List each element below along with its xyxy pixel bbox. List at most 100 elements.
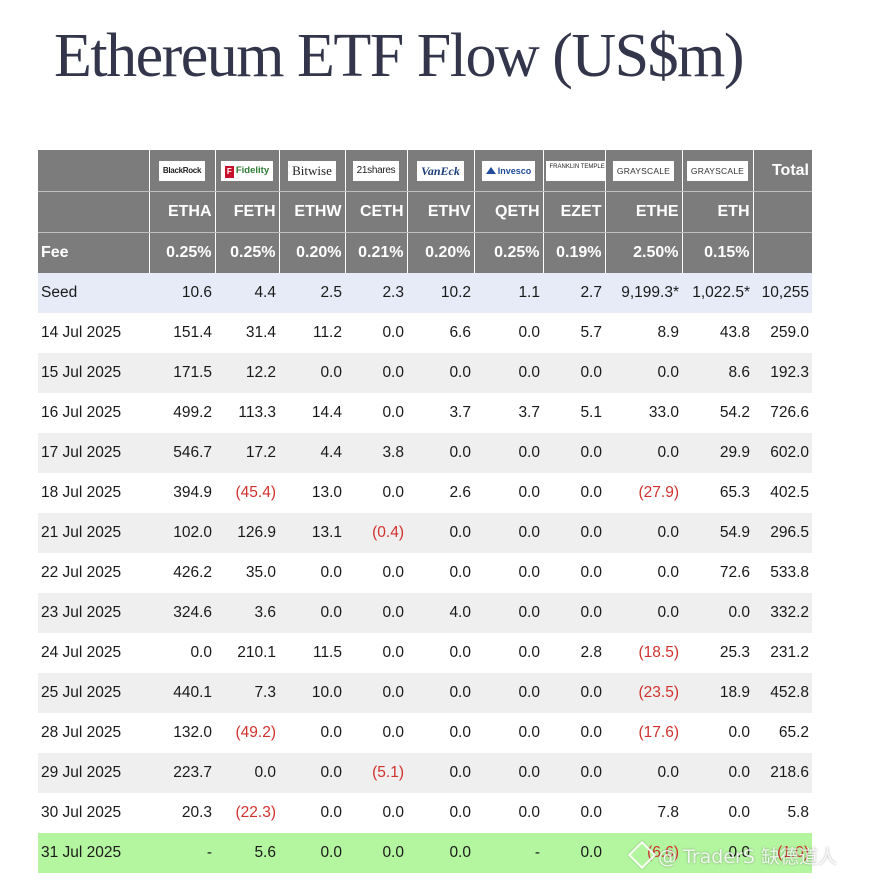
flow-cell: 13.0: [279, 473, 345, 513]
fee-cell: 0.21%: [344, 232, 407, 273]
date-cell: 14 Jul 2025: [38, 313, 149, 353]
flow-cell: 546.7: [149, 433, 215, 473]
row-total-cell: 402.5: [753, 473, 812, 513]
flow-cell: 102.0: [149, 513, 215, 553]
flow-cell: 3.8: [345, 433, 407, 473]
issuer-logo-bitwise: Bitwise: [278, 150, 345, 192]
flow-cell: (5.1): [345, 753, 407, 793]
flow-cell: 29.9: [682, 433, 753, 473]
watermark-logo-icon: [627, 840, 657, 870]
flow-cell: 0.0: [345, 553, 407, 593]
flow-cell: 0.0: [345, 673, 407, 713]
flow-cell: (27.9): [605, 473, 682, 513]
flow-cell: 440.1: [149, 673, 215, 713]
flow-row-latest: 31 Jul 2025-5.6 0.0 0.0 0.0-0.0 (6.6) 0.0 (1.0…: [38, 833, 812, 873]
fee-row-label: Fee: [38, 232, 149, 273]
ticker-cell: ETHV: [406, 191, 474, 233]
flow-cell: 12.2: [215, 353, 279, 393]
flow-cell: 54.2: [682, 393, 753, 433]
flow-cell: 0.0: [149, 633, 215, 673]
flow-cell: 20.3: [149, 793, 215, 833]
flow-cell: 0.0: [543, 753, 605, 793]
flow-cell: 0.0: [474, 473, 543, 513]
flow-cell: 11.2: [279, 313, 345, 353]
flow-cell: 0.0: [543, 553, 605, 593]
seed-row-label: Seed: [38, 273, 149, 313]
flow-cell: 0.0: [279, 833, 345, 873]
flow-cell: (6.6): [605, 833, 682, 873]
flow-cell: 0.0: [407, 433, 474, 473]
flow-cell: 0.0: [407, 673, 474, 713]
total-column-header: Total: [752, 150, 812, 192]
flow-cell: 0.0: [279, 793, 345, 833]
flow-cell: 0.0: [682, 593, 753, 633]
flow-cell: 0.0: [279, 713, 345, 753]
flow-cell: 210.1: [215, 633, 279, 673]
flow-cell: 4.0: [407, 593, 474, 633]
flow-cell: 25.3: [682, 633, 753, 673]
flow-cell: 0.0: [345, 353, 407, 393]
flow-cell: 0.0: [345, 713, 407, 753]
row-total-cell: 218.6: [753, 753, 812, 793]
flow-cell: 0.0: [605, 513, 682, 553]
flow-cell: 0.0: [543, 593, 605, 633]
flow-cell: 17.2: [215, 433, 279, 473]
flow-row: 14 Jul 2025 151.4 31.4 11.2 0.0 6.6 0.0 5.7 8.9 4…: [38, 313, 812, 353]
flow-cell: 0.0: [543, 713, 605, 753]
ticker-row: ETHA FETH ETHW CETH ETHV QETH EZET ETHE …: [38, 191, 812, 233]
flow-row: 21 Jul 2025 102.0 126.9 13.1 (0.4) 0.0 0.0 0.0 0…: [38, 513, 812, 553]
flow-cell: 5.1: [543, 393, 605, 433]
flow-cell: 33.0: [605, 393, 682, 433]
date-cell: 17 Jul 2025: [38, 433, 149, 473]
flow-row: 28 Jul 2025 132.0 (49.2) 0.0 0.0 0.0 0.0 0.0 (17…: [38, 713, 812, 753]
flow-cell: 0.0: [407, 353, 474, 393]
fee-cell: 0.25%: [473, 232, 543, 273]
date-cell: 18 Jul 2025: [38, 473, 149, 513]
issuer-logo-21shares: 21shares: [344, 150, 407, 192]
flow-cell: 0.0: [474, 553, 543, 593]
ticker-cell: QETH: [473, 191, 543, 233]
flow-cell: 72.6: [682, 553, 753, 593]
flow-cell: 0.0: [407, 833, 474, 873]
flow-cell: 10.0: [279, 673, 345, 713]
row-total-cell: 533.8: [753, 553, 812, 593]
seed-cell: 2.5: [279, 273, 345, 313]
flow-cell: -: [474, 833, 543, 873]
flow-row: 15 Jul 2025 171.5 12.2 0.0 0.0 0.0 0.0 0.0 0.0 8.…: [38, 353, 812, 393]
flow-cell: 0.0: [474, 633, 543, 673]
flow-cell: 0.0: [474, 673, 543, 713]
flow-cell: 0.0: [605, 433, 682, 473]
flow-cell: 0.0: [474, 593, 543, 633]
flow-cell: 113.3: [215, 393, 279, 433]
flow-cell: (45.4): [215, 473, 279, 513]
flow-cell: (18.5): [605, 633, 682, 673]
flow-cell: 0.0: [543, 473, 605, 513]
flow-cell: 0.0: [345, 793, 407, 833]
flow-cell: 0.0: [543, 433, 605, 473]
seed-cell: 1,022.5*: [682, 273, 753, 313]
fee-cell: 0.15%: [681, 232, 753, 273]
flow-cell: 0.0: [279, 593, 345, 633]
flow-cell: 126.9: [215, 513, 279, 553]
flow-cell: 0.0: [605, 553, 682, 593]
flow-cell: (49.2): [215, 713, 279, 753]
flow-cell: 0.0: [407, 633, 474, 673]
fee-row: Fee 0.25% 0.25% 0.20% 0.21% 0.20% 0.25% …: [38, 232, 812, 273]
issuer-logo-vaneck: VanEck: [406, 150, 474, 192]
flow-cell: (23.5): [605, 673, 682, 713]
issuer-logo-row: BlackRock F Fidelity Bitwise 21shares Van…: [38, 150, 812, 192]
date-cell: 22 Jul 2025: [38, 553, 149, 593]
flow-cell: 394.9: [149, 473, 215, 513]
flow-row: 30 Jul 2025 20.3 (22.3) 0.0 0.0 0.0 0.0 0.0 7.8 0…: [38, 793, 812, 833]
flow-cell: 0.0: [682, 793, 753, 833]
flow-row: 24 Jul 2025 0.0 210.1 11.5 0.0 0.0 0.0 2.8 (18.5…: [38, 633, 812, 673]
date-cell: 30 Jul 2025: [38, 793, 149, 833]
ticker-cell: FETH: [214, 191, 279, 233]
flow-cell: 3.6: [215, 593, 279, 633]
flow-cell: 0.0: [279, 353, 345, 393]
flow-cell: 4.4: [279, 433, 345, 473]
flow-cell: 0.0: [474, 313, 543, 353]
flow-cell: 31.4: [215, 313, 279, 353]
flow-cell: 0.0: [407, 713, 474, 753]
row-total-cell: 231.2: [753, 633, 812, 673]
